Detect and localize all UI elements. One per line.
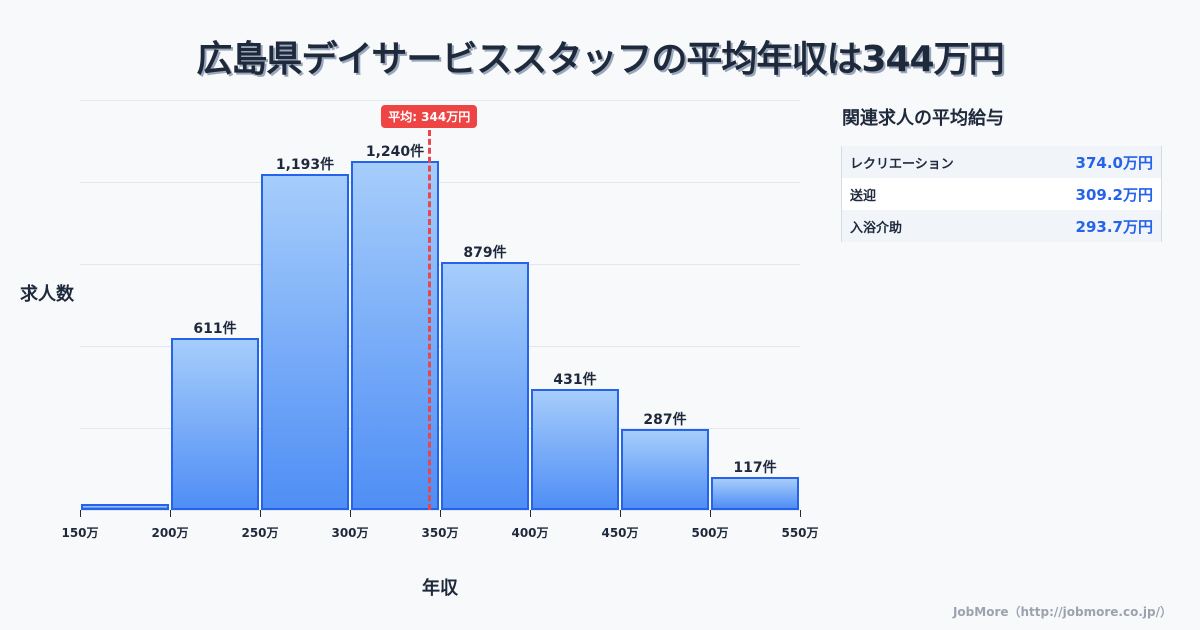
x-tick	[260, 510, 261, 517]
x-tick	[620, 510, 621, 517]
mean-badge: 平均: 344万円	[381, 105, 478, 128]
histogram-plot-area: 611件 1,193件 1,240件 879件 431件 287件 117件	[80, 100, 800, 511]
bar-value-label: 879件	[463, 245, 507, 262]
x-tick-label: 350万	[421, 526, 459, 540]
x-tick-label: 300万	[331, 526, 369, 540]
x-axis-label: 年収	[422, 578, 458, 599]
histogram-bar	[621, 429, 709, 510]
related-salary-row: 入浴介助 293.7万円	[842, 210, 1161, 242]
x-tick	[530, 510, 531, 517]
x-tick-label: 400万	[511, 526, 549, 540]
bar-value-label: 611件	[193, 320, 237, 337]
x-tick-label: 500万	[691, 526, 729, 540]
source-credit: JobMore（http://jobmore.co.jp/）	[952, 605, 1172, 619]
x-tick	[350, 510, 351, 517]
average-salary-value: 293.7万円	[1075, 217, 1153, 236]
gridline	[80, 100, 800, 101]
x-axis: 150万 200万 250万 300万 350万 400万 450万 500万 550万	[61, 510, 819, 540]
x-tick	[800, 510, 801, 517]
histogram-bar	[261, 174, 349, 510]
histogram-bar	[711, 477, 799, 510]
bar-value-label: 431件	[553, 371, 597, 388]
x-tick	[440, 510, 441, 517]
y-axis-label: 求人数	[20, 284, 74, 305]
x-tick-label: 150万	[61, 526, 99, 540]
average-salary-value: 309.2万円	[1075, 185, 1153, 204]
bar-value-label: 1,193件	[275, 157, 335, 174]
histogram-bar	[81, 504, 169, 510]
job-category-name: 送迎	[850, 188, 877, 204]
histogram-bar	[531, 388, 619, 510]
job-category-name: レクリエーション	[850, 156, 954, 172]
related-salary-table: レクリエーション 374.0万円 送迎 309.2万円 入浴介助 293.7万円	[841, 146, 1162, 242]
histogram-bar	[351, 160, 439, 510]
bar-value-label: 287件	[643, 412, 687, 429]
related-salary-row: レクリエーション 374.0万円	[842, 146, 1161, 178]
x-tick	[710, 510, 711, 517]
mean-line	[427, 130, 431, 510]
job-category-name: 入浴介助	[850, 220, 903, 236]
gridline	[80, 346, 800, 347]
x-tick-label: 250万	[241, 526, 279, 540]
average-salary-value: 374.0万円	[1075, 153, 1153, 172]
gridline	[80, 428, 800, 429]
related-salary-row: 送迎 309.2万円	[842, 178, 1161, 210]
x-tick-label: 550万	[781, 526, 819, 540]
page-title: 広島県デイサービススタッフの平均年収は344万円	[196, 39, 1004, 80]
gridline	[80, 264, 800, 265]
gridline	[80, 182, 800, 183]
bar-value-label: 1,240件	[365, 143, 425, 160]
x-tick	[80, 510, 81, 517]
x-tick-label: 200万	[151, 526, 189, 540]
bar-value-label: 117件	[733, 460, 777, 477]
x-tick	[170, 510, 171, 517]
histogram-bar	[171, 337, 259, 510]
histogram-bar	[441, 262, 529, 510]
related-salary-title: 関連求人の平均給与	[842, 108, 1004, 129]
x-tick-label: 450万	[601, 526, 639, 540]
